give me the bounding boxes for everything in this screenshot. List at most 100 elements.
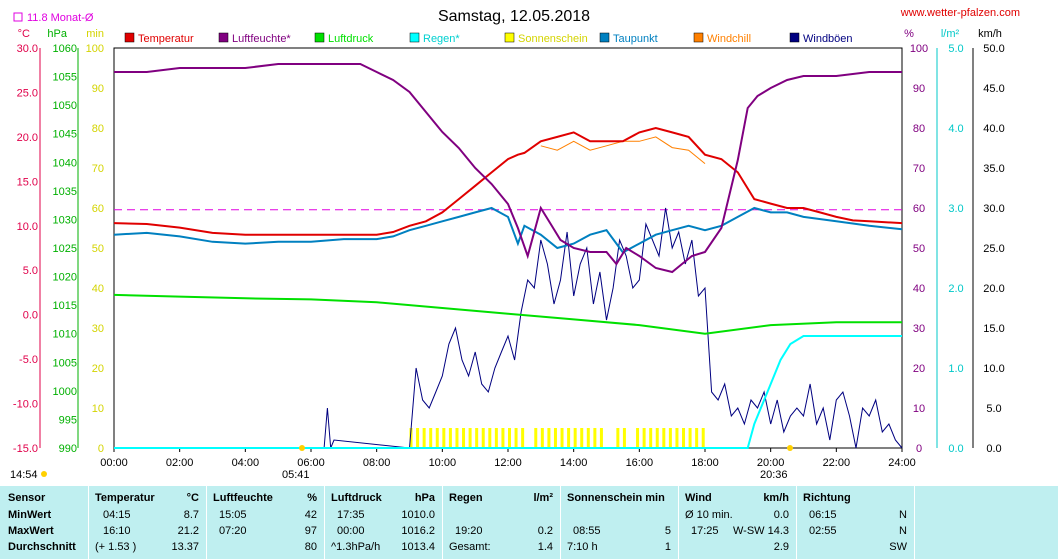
press-min-time: 17:35 (337, 509, 365, 521)
sunshine-bar (655, 428, 659, 448)
temp-avg-value: 13.37 (171, 541, 199, 553)
series-luftdruck (113, 293, 902, 335)
temp-min-value: 8.7 (183, 509, 199, 521)
update-sun-icon (41, 471, 47, 477)
series-windben (114, 207, 903, 449)
sunshine-bar (682, 428, 686, 448)
row-avg-label: Durchschnitt (8, 541, 76, 553)
wind-avg10-value: 0.0 (773, 509, 789, 521)
temp-max-value: 21.2 (177, 525, 199, 537)
col-wind: Wind km/h Ø 10 min. 0.0 17:25 W-SW 14.3 … (678, 486, 797, 559)
tick-right3: 30.0 (983, 203, 1004, 215)
legend-swatch-3 (409, 32, 420, 43)
wind-max-value: 14.3 (767, 525, 789, 537)
tick-left1: -10.0 (13, 399, 38, 411)
col-sunshine: Sonnenschein min 08:55 5 7:10 h 1 (560, 486, 679, 559)
tick-left2: 1015 (53, 300, 77, 312)
sunshine-bar (586, 428, 590, 448)
x-tick-label: 20:00 (757, 457, 785, 469)
month-avg-marker (13, 12, 23, 22)
sunshine-bar (547, 428, 551, 448)
tick-right3: 40.0 (983, 123, 1004, 135)
sunshine-bar (448, 428, 452, 448)
sunshine-bar (462, 428, 466, 448)
tick-left2: 1050 (53, 100, 77, 112)
legend-label-5: Taupunkt (613, 33, 658, 45)
sunshine-bar (501, 428, 505, 448)
series-temperatur (113, 126, 903, 236)
tick-left3: 90 (92, 83, 104, 95)
sun-avg-value: 1 (664, 541, 671, 553)
unit-wind: km/h (978, 28, 1002, 40)
tick-left1: 10.0 (17, 221, 38, 233)
tick-right1: 90 (913, 83, 925, 95)
sunshine-bar (636, 428, 640, 448)
sunshine-bar (580, 428, 584, 448)
tick-left3: 0 (98, 443, 104, 455)
legend-label-2: Luftdruck (328, 33, 374, 45)
sunshine-bar (642, 428, 646, 448)
sun-max-time: 08:55 (573, 525, 601, 537)
tick-left2: 1045 (53, 129, 77, 141)
sunshine-bar (468, 428, 472, 448)
hum-max-value: 97 (304, 525, 317, 537)
sunshine-bar (416, 428, 420, 448)
sunshine-bar (422, 428, 426, 448)
legend-label-1: Luftfeuchte* (232, 33, 291, 45)
sunshine-bar (508, 428, 511, 448)
series-luftfeuchte (114, 63, 902, 274)
sunshine-bar (701, 428, 705, 448)
dir-max-value: N (899, 525, 907, 537)
press-avg-value: 1013.4 (401, 541, 435, 553)
sunshine-bar (455, 428, 459, 448)
tick-left2: 1005 (53, 357, 77, 369)
hdr-wind: Wind (685, 492, 712, 504)
sunshine-bar (534, 428, 538, 448)
tick-right3: 15.0 (983, 323, 1004, 335)
tick-left3: 80 (92, 123, 104, 135)
sunshine-bar (593, 428, 597, 448)
tick-right2: 1.0 (948, 363, 963, 375)
col-pressure: Luftdruck hPa 17:35 1010.0 00:00 1016.2 … (324, 486, 443, 559)
chart-title: Samstag, 12.05.2018 (438, 8, 590, 25)
sunshine-bar (442, 428, 446, 448)
dir-min-time: 06:15 (809, 509, 837, 521)
unit-temp-tbl: °C (186, 492, 199, 504)
series-regen (114, 335, 902, 449)
sunshine-bar (540, 428, 544, 448)
rain-max-value: 0.2 (537, 525, 553, 537)
legend-swatch-7 (789, 32, 800, 43)
legend-swatch-4 (504, 32, 515, 43)
tick-left3: 50 (92, 243, 104, 255)
x-tick-label: 04:00 (232, 457, 260, 469)
dir-max-time: 02:55 (809, 525, 837, 537)
tick-left2: 990 (59, 443, 77, 455)
sunshine-bar (668, 428, 672, 448)
unit-hum: % (904, 28, 914, 40)
x-tick-label: 02:00 (166, 457, 194, 469)
sunshine-bar (429, 428, 433, 448)
x-tick-label: 12:00 (494, 457, 522, 469)
tick-right2: 2.0 (948, 283, 963, 295)
tick-right1: 40 (913, 283, 925, 295)
tick-left3: 10 (92, 403, 104, 415)
press-max-value: 1016.2 (401, 525, 435, 537)
unit-rain-tbl: l/m² (533, 492, 553, 504)
hdr-temp: Temperatur (95, 492, 155, 504)
row-max-label: MaxWert (8, 525, 54, 537)
hum-min-time: 15:05 (219, 509, 247, 521)
tick-right2: 0.0 (948, 443, 963, 455)
x-tick-label: 14:00 (560, 457, 588, 469)
series-taupunkt (113, 206, 903, 254)
legend-label-7: Windböen (803, 33, 853, 45)
legend-swatch-5 (599, 32, 610, 43)
tick-right1: 10 (913, 403, 925, 415)
axes: -15.0 -10.0 -5.0 0.0 5.0 10.0 15.0 20.0 25.0 30.0… (13, 43, 1005, 469)
tick-right3: 25.0 (983, 243, 1004, 255)
sunshine-bar (622, 428, 626, 448)
tick-left3: 70 (92, 163, 104, 175)
sunshine-bar (573, 428, 577, 448)
plot-area (113, 47, 903, 449)
sunshine-bar (409, 428, 413, 448)
legend-swatch-0 (124, 32, 135, 43)
